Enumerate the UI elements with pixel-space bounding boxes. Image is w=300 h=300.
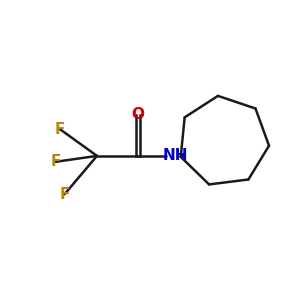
Text: F: F [51,154,61,169]
Text: F: F [55,122,65,137]
Text: NH: NH [162,148,188,164]
Text: O: O [132,107,145,122]
Text: F: F [59,187,70,202]
